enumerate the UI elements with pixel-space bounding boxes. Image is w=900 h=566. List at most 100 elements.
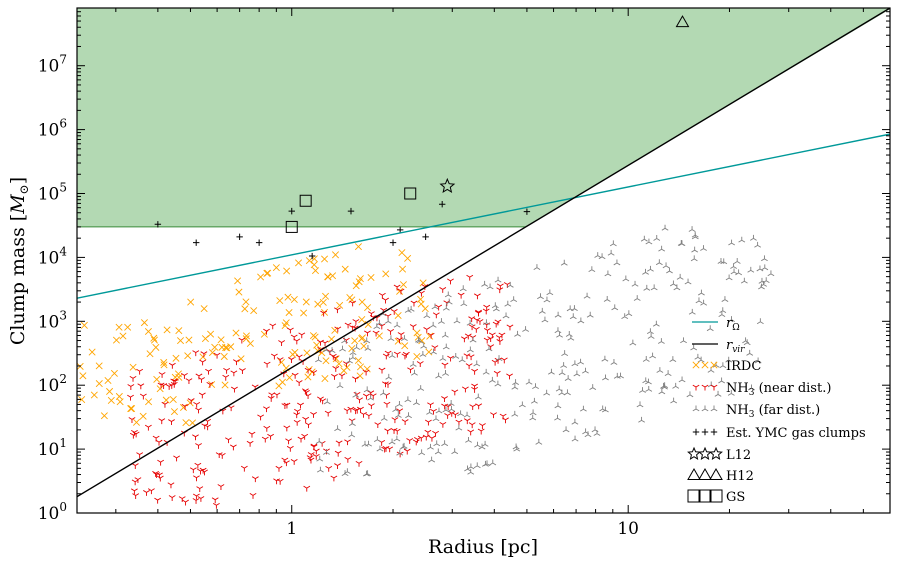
point-irdc (184, 352, 192, 360)
point-nh3-near (483, 304, 491, 311)
point-nh3-far (465, 436, 472, 443)
point-irdc (172, 354, 180, 362)
point-nh3-near (205, 368, 212, 375)
y-tick-exponent: 3 (59, 308, 67, 322)
point-irdc (328, 335, 336, 343)
point-nh3-near (233, 359, 240, 366)
point-nh3-near (447, 355, 455, 362)
point-nh3-near (307, 457, 315, 464)
point-irdc (207, 330, 215, 338)
point-gs (285, 220, 298, 233)
point-nh3-near (352, 319, 360, 325)
y-axis-label-symbol: M (7, 194, 29, 215)
point-nh3-near (457, 292, 465, 299)
point-nh3-near (303, 389, 310, 396)
legend-label-nh3-far: NH3 (far dist.) (726, 403, 820, 420)
point-nh3-near (295, 354, 303, 361)
point-nh3-far (748, 384, 755, 391)
y-tick-base: 10 (38, 121, 60, 141)
point-nh3-near (432, 430, 439, 437)
point-nh3-far (334, 425, 342, 432)
point-irdc (302, 298, 310, 306)
point-irdc (152, 343, 160, 351)
point-nh3-near (331, 374, 338, 380)
point-nh3-near (197, 468, 204, 475)
point-nh3-near (195, 407, 202, 414)
y-tick-label: 102 (38, 372, 67, 396)
point-nh3-far (570, 305, 578, 311)
point-nh3-far (728, 316, 735, 323)
point-nh3-near (407, 367, 414, 374)
point-irdc (310, 261, 318, 269)
point-irdc (286, 374, 294, 382)
point-nh3-far (730, 268, 738, 275)
point-nh3-far (560, 259, 568, 266)
point-nh3-far (714, 390, 722, 397)
point-nh3-far (735, 269, 743, 276)
point-nh3-far (758, 277, 766, 284)
point-nh3-far (664, 370, 672, 377)
point-nh3-far (393, 435, 401, 442)
point-nh3-far (617, 372, 624, 379)
point-nh3-near (403, 448, 411, 455)
point-irdc (356, 275, 364, 283)
point-nh3-far (441, 440, 449, 447)
point-irdc (358, 334, 366, 342)
point-nh3-far (746, 349, 754, 356)
point-nh3-far (400, 335, 408, 341)
point-irdc (140, 319, 148, 327)
point-nh3-near (494, 319, 502, 326)
series-gs (285, 187, 417, 233)
point-nh3-far (655, 259, 663, 266)
point-irdc (217, 336, 225, 344)
point-nh3-far (405, 412, 412, 419)
point-nh3-far (579, 405, 587, 412)
point-nh3-far (767, 270, 775, 277)
point-nh3-far (567, 334, 575, 341)
point-nh3-near (278, 340, 286, 346)
point-nh3-near (378, 323, 386, 330)
point-ymc-clump (255, 239, 263, 246)
point-irdc (170, 408, 178, 416)
point-nh3-far (754, 241, 762, 248)
point-nh3-far (433, 440, 441, 447)
point-irdc (332, 355, 340, 363)
legend-label-irdc: IRDC (726, 359, 761, 374)
y-tick-base: 10 (38, 376, 60, 396)
point-irdc (354, 357, 362, 365)
point-nh3-near (192, 493, 200, 500)
point-nh3-far (602, 374, 609, 381)
point-nh3-near (362, 393, 370, 400)
point-nh3-near (500, 357, 508, 364)
point-nh3-near (302, 416, 310, 423)
point-nh3-near (130, 488, 138, 495)
point-nh3-near (298, 332, 306, 339)
point-nh3-far (554, 414, 561, 421)
point-nh3-far (691, 233, 699, 240)
point-nh3-near (360, 411, 367, 418)
point-nh3-near (285, 438, 293, 445)
point-nh3-near (447, 278, 454, 285)
point-nh3-far (554, 327, 562, 334)
point-nh3-near (467, 354, 475, 361)
point-nh3-far (657, 338, 665, 344)
point-nh3-near (334, 450, 342, 457)
point-nh3-near (483, 337, 491, 344)
point-nh3-far (535, 438, 543, 445)
y-tick-label: 103 (38, 308, 67, 332)
point-nh3-near (391, 417, 399, 424)
point-irdc (360, 342, 368, 350)
point-nh3-far (473, 360, 481, 367)
point-nh3-far (407, 305, 415, 312)
legend-entry-r-omega: rΩ (692, 316, 740, 333)
point-irdc (115, 392, 123, 400)
point-nh3-far (346, 357, 353, 364)
point-irdc (242, 298, 250, 306)
point-nh3-near (325, 465, 333, 472)
point-nh3-near (393, 284, 401, 291)
point-irdc (235, 288, 243, 296)
point-nh3-near (483, 328, 491, 334)
point-nh3-far (762, 277, 770, 284)
point-nh3-near (468, 324, 476, 331)
point-irdc (413, 352, 421, 360)
